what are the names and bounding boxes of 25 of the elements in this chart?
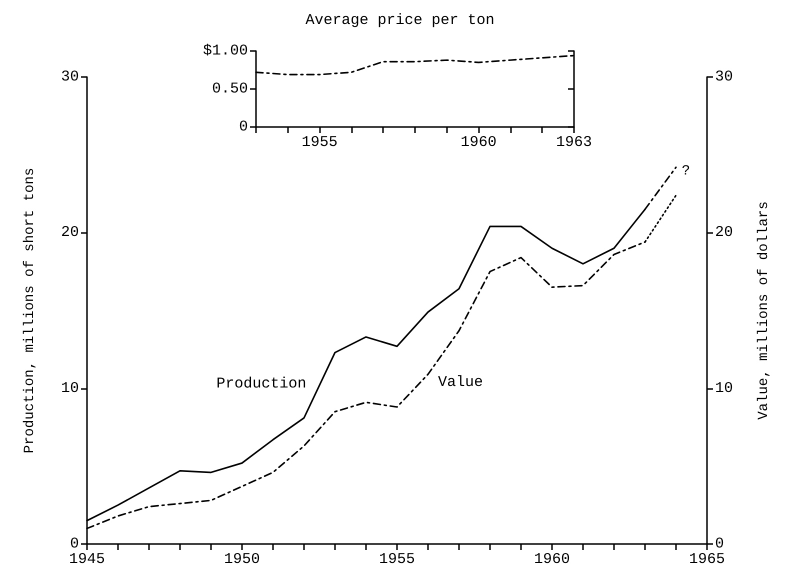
y2-tick-label: 10 bbox=[715, 380, 734, 397]
y-tick-label: 0.50 bbox=[212, 80, 248, 98]
x-tick-label: 1960 bbox=[534, 551, 570, 568]
y-tick-label: 0 bbox=[238, 118, 248, 136]
annotation: ? bbox=[682, 163, 690, 180]
chart-title: Average price per ton bbox=[305, 12, 495, 29]
y-axis-title: Production, millions of short tons bbox=[22, 168, 38, 454]
series-label: Production bbox=[216, 375, 306, 392]
x-tick-label: 1955 bbox=[378, 551, 416, 568]
series-label: Value bbox=[438, 374, 484, 391]
y-tick-label: 20 bbox=[60, 224, 79, 242]
y2-tick-label: 0 bbox=[715, 536, 724, 552]
y-tick-label: 10 bbox=[60, 380, 79, 397]
y-tick-label: 30 bbox=[60, 68, 79, 86]
y-tick-label: $1.00 bbox=[202, 42, 248, 60]
x-tick-label: 1955 bbox=[302, 134, 338, 151]
y2-axis-title: Value, millions of dollars bbox=[756, 201, 772, 420]
x-tick-label: 1963 bbox=[556, 134, 592, 151]
y-tick-label: 0 bbox=[70, 536, 79, 552]
x-tick-label: 1950 bbox=[224, 551, 260, 568]
y2-tick-label: 20 bbox=[715, 224, 734, 242]
x-tick-label: 1945 bbox=[68, 551, 106, 568]
x-tick-label: 1960 bbox=[460, 134, 497, 151]
x-tick-label: 1965 bbox=[688, 551, 726, 568]
y2-tick-label: 30 bbox=[715, 68, 734, 86]
